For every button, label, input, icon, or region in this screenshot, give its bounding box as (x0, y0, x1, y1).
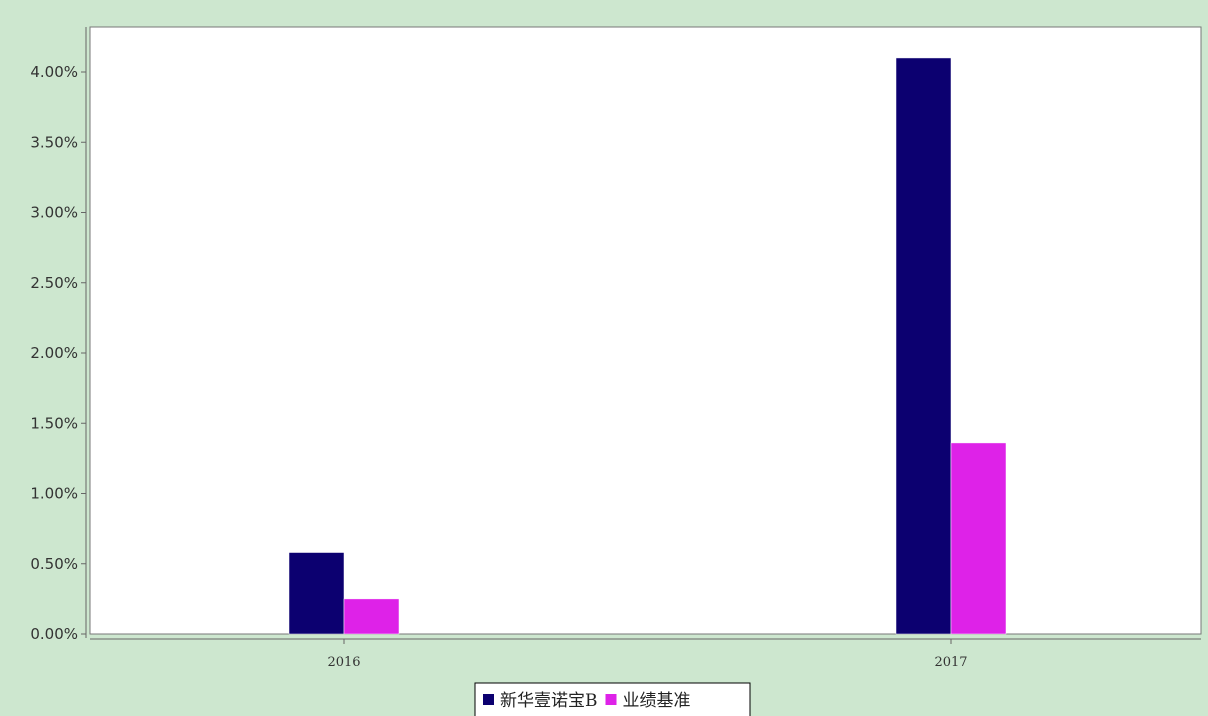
legend-swatch-1 (605, 694, 617, 705)
legend-label-0: 新华壹诺宝B (500, 691, 598, 711)
legend-swatch-0 (483, 694, 494, 705)
x-tick-label: 2017 (934, 655, 967, 670)
y-tick-label: 1.50% (30, 414, 78, 432)
bar-2017-series-1 (950, 442, 1007, 635)
y-tick-label: 2.00% (30, 344, 78, 362)
y-tick-label: 2.50% (30, 274, 78, 292)
y-tick-label: 0.50% (30, 555, 78, 573)
y-tick-label: 3.00% (30, 204, 78, 222)
x-axis: 2016 2017 (90, 638, 1201, 670)
y-axis: 0.00% 0.50% 1.00% 1.50% 2.00% 2.50% 3.00% 3.50%… (30, 27, 87, 643)
x-tick-label: 2016 (327, 655, 360, 670)
y-tick-label: 3.50% (30, 133, 78, 151)
legend: 新华壹诺宝B 业绩基准 (474, 682, 751, 716)
bar-2016-series-0 (288, 552, 345, 635)
plot-area (89, 26, 1202, 635)
bar-2017-series-0 (895, 57, 952, 635)
y-tick-label: 0.00% (30, 625, 78, 643)
y-tick-label: 4.00% (30, 63, 78, 81)
bar-2016-series-1 (343, 598, 400, 635)
legend-label-1: 业绩基准 (623, 691, 691, 711)
y-tick-label: 1.00% (30, 485, 78, 503)
legend-box (474, 682, 751, 716)
bars (288, 57, 1007, 635)
